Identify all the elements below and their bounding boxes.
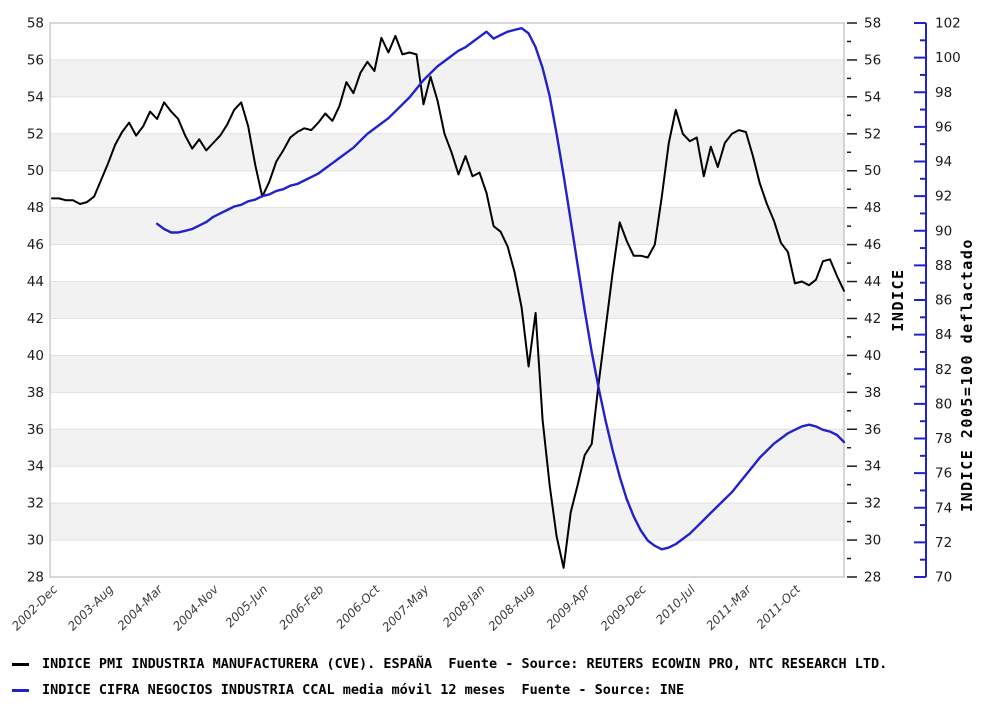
svg-text:56: 56 <box>864 52 881 68</box>
svg-text:36: 36 <box>864 422 881 438</box>
x-axis-label: 2008-Jan <box>440 582 488 630</box>
svg-text:44: 44 <box>864 274 881 290</box>
svg-text:58: 58 <box>27 16 44 32</box>
blue-axis: 70 72 74 76 78 80 82 84 86 88 90 92 94 96 98 100 102 INDI… <box>914 16 976 586</box>
x-axis-label: 2004-Nov <box>170 582 222 634</box>
svg-text:32: 32 <box>864 496 881 512</box>
svg-text:50: 50 <box>27 163 44 179</box>
svg-text:30: 30 <box>27 533 44 549</box>
svg-text:42: 42 <box>27 311 44 327</box>
legend-item-cifra-negocios-label: INDICE CIFRA NEGOCIOS INDUSTRIA CCAL med… <box>42 682 685 698</box>
x-axis-label: 2003-Aug <box>65 582 116 633</box>
svg-text:54: 54 <box>864 89 881 105</box>
svg-text:96: 96 <box>935 119 952 135</box>
svg-text:92: 92 <box>935 189 952 205</box>
svg-text:30: 30 <box>864 533 881 549</box>
x-axis-label: 2004-Mar <box>115 581 166 632</box>
x-axis-label: 2005-Jun <box>223 582 271 630</box>
svg-text:44: 44 <box>27 274 44 290</box>
svg-text:34: 34 <box>864 459 881 475</box>
svg-text:94: 94 <box>935 154 952 170</box>
svg-text:56: 56 <box>27 52 44 68</box>
svg-text:76: 76 <box>935 466 952 482</box>
chart-canvas: 28 30 32 34 36 38 40 42 44 46 48 50 52 54 56 58 28 30 32 34… <box>9 16 976 635</box>
svg-text:98: 98 <box>935 85 952 101</box>
svg-text:100: 100 <box>935 50 961 66</box>
blue-line-swatch <box>12 688 29 692</box>
svg-text:46: 46 <box>27 237 44 253</box>
svg-text:38: 38 <box>864 385 881 401</box>
svg-text:84: 84 <box>935 327 952 343</box>
svg-text:36: 36 <box>27 422 44 438</box>
x-axis-label: 2006-Feb <box>276 582 326 632</box>
black-line-swatch <box>12 662 29 666</box>
svg-text:74: 74 <box>935 500 952 516</box>
svg-text:46: 46 <box>864 237 881 253</box>
svg-text:34: 34 <box>27 459 44 475</box>
svg-text:48: 48 <box>864 200 881 216</box>
legend-item-pmi: INDICE PMI INDUSTRIA MANUFACTURERA (CVE)… <box>12 651 988 677</box>
svg-text:28: 28 <box>27 570 44 586</box>
svg-text:58: 58 <box>864 16 881 32</box>
svg-text:102: 102 <box>935 16 961 32</box>
svg-text:90: 90 <box>935 223 952 239</box>
svg-text:28: 28 <box>864 570 881 586</box>
x-axis-label: 2010-Jul <box>653 582 698 627</box>
svg-text:50: 50 <box>864 163 881 179</box>
svg-text:80: 80 <box>935 396 952 412</box>
right-axis-title: INDICE <box>889 268 907 331</box>
x-axis-label: 2011-Mar <box>703 581 754 632</box>
svg-text:40: 40 <box>864 348 881 364</box>
svg-text:40: 40 <box>27 348 44 364</box>
svg-text:88: 88 <box>935 258 952 274</box>
svg-text:52: 52 <box>27 126 44 142</box>
svg-text:42: 42 <box>864 311 881 327</box>
chart-legend: INDICE PMI INDUSTRIA MANUFACTURERA (CVE)… <box>12 651 988 703</box>
svg-text:78: 78 <box>935 431 952 447</box>
x-axis-label: 2009-Apr <box>544 581 594 631</box>
x-axis-label: 2006-Oct <box>333 581 383 631</box>
svg-text:86: 86 <box>935 293 952 309</box>
x-axis-label: 2002-Dec <box>9 582 60 633</box>
svg-text:70: 70 <box>935 570 952 586</box>
svg-text:54: 54 <box>27 89 44 105</box>
x-axis-label: 2008-Aug <box>486 582 537 633</box>
blue-axis-title: INDICE 2005=100 deflactado <box>958 238 976 512</box>
x-axis-label: 2011-Oct <box>754 581 804 631</box>
plot-area <box>49 22 846 578</box>
legend-item-pmi-label: INDICE PMI INDUSTRIA MANUFACTURERA (CVE)… <box>42 656 888 672</box>
svg-text:82: 82 <box>935 362 952 378</box>
svg-text:72: 72 <box>935 535 952 551</box>
x-axis-label: 2009-Dec <box>598 582 649 633</box>
right-axis: 28 30 32 34 36 38 40 42 44 46 48 50 52 54 56 58 INDICE <box>847 16 907 586</box>
legend-item-cifra-negocios: INDICE CIFRA NEGOCIOS INDUSTRIA CCAL med… <box>12 677 988 703</box>
pmi-line <box>51 34 845 569</box>
left-axis: 28 30 32 34 36 38 40 42 44 46 48 50 52 54 56 58 <box>27 16 44 586</box>
cifra-negocios-line <box>155 27 846 551</box>
x-axis-label: 2007-May <box>379 582 432 635</box>
svg-text:52: 52 <box>864 126 881 142</box>
svg-text:48: 48 <box>27 200 44 216</box>
svg-text:38: 38 <box>27 385 44 401</box>
svg-text:32: 32 <box>27 496 44 512</box>
